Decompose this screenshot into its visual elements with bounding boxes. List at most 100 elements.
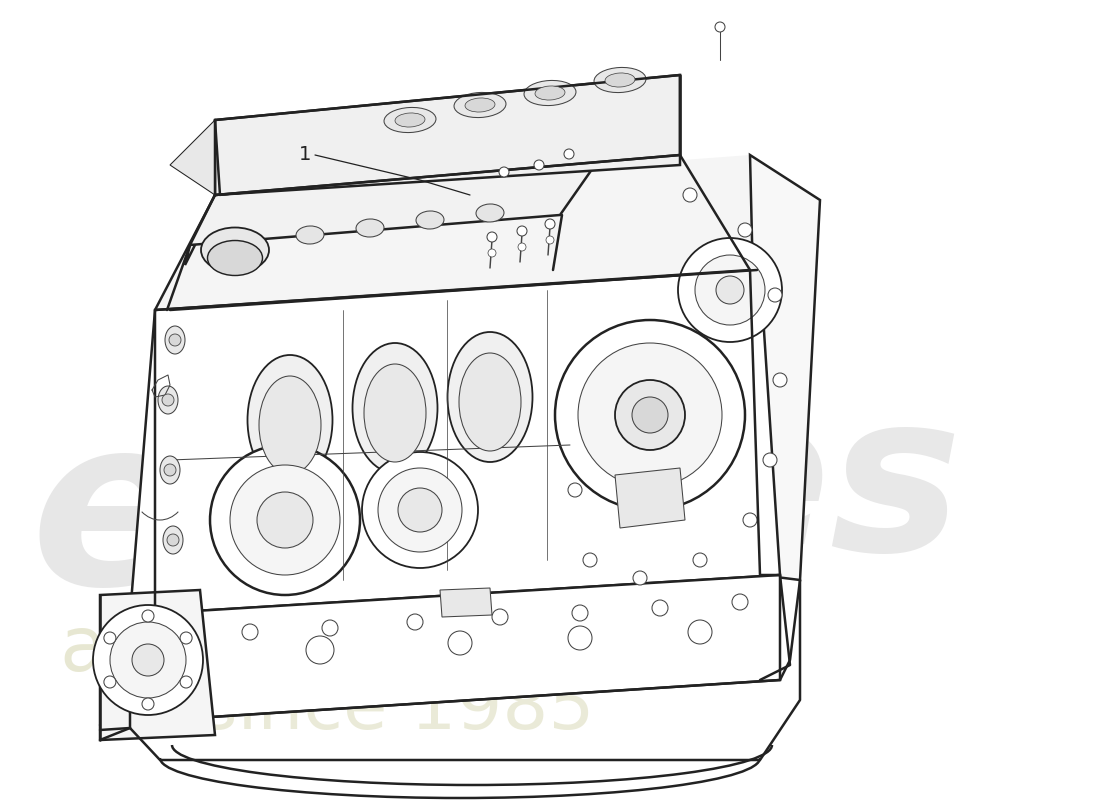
Ellipse shape xyxy=(535,86,565,100)
Circle shape xyxy=(103,632,116,644)
Circle shape xyxy=(499,167,509,177)
Text: es: es xyxy=(680,383,962,597)
Circle shape xyxy=(142,698,154,710)
Polygon shape xyxy=(185,195,214,265)
Circle shape xyxy=(518,243,526,251)
Circle shape xyxy=(632,571,647,585)
Polygon shape xyxy=(130,575,780,720)
Circle shape xyxy=(738,223,752,237)
Ellipse shape xyxy=(476,204,504,222)
Circle shape xyxy=(683,188,697,202)
Circle shape xyxy=(732,594,748,610)
Circle shape xyxy=(578,343,722,487)
Circle shape xyxy=(773,373,786,387)
Ellipse shape xyxy=(356,219,384,237)
Circle shape xyxy=(492,609,508,625)
Circle shape xyxy=(162,394,174,406)
Circle shape xyxy=(564,149,574,159)
Polygon shape xyxy=(155,155,820,310)
Circle shape xyxy=(572,605,588,621)
Ellipse shape xyxy=(165,326,185,354)
Ellipse shape xyxy=(248,355,332,485)
Circle shape xyxy=(488,249,496,257)
Ellipse shape xyxy=(384,107,436,133)
Circle shape xyxy=(322,620,338,636)
Text: since 1985: since 1985 xyxy=(200,675,594,745)
Ellipse shape xyxy=(364,364,426,462)
Circle shape xyxy=(94,605,204,715)
Circle shape xyxy=(615,380,685,450)
Circle shape xyxy=(210,445,360,595)
Circle shape xyxy=(544,219,556,229)
Ellipse shape xyxy=(201,227,270,273)
Polygon shape xyxy=(214,75,680,195)
Circle shape xyxy=(695,255,764,325)
Circle shape xyxy=(652,600,668,616)
Ellipse shape xyxy=(459,353,521,451)
Circle shape xyxy=(546,236,554,244)
Circle shape xyxy=(742,513,757,527)
Circle shape xyxy=(230,465,340,575)
Circle shape xyxy=(568,483,582,497)
Circle shape xyxy=(688,620,712,644)
Circle shape xyxy=(132,644,164,676)
Circle shape xyxy=(169,334,182,346)
Text: eur: eur xyxy=(30,406,475,634)
Text: arts source: arts source xyxy=(200,613,626,687)
Ellipse shape xyxy=(163,526,183,554)
Circle shape xyxy=(678,238,782,342)
Circle shape xyxy=(378,468,462,552)
Circle shape xyxy=(768,288,782,302)
Circle shape xyxy=(448,631,472,655)
Polygon shape xyxy=(190,165,595,245)
Circle shape xyxy=(306,636,334,664)
Ellipse shape xyxy=(524,81,576,106)
Circle shape xyxy=(164,464,176,476)
Text: op: op xyxy=(340,406,671,634)
Ellipse shape xyxy=(258,376,321,474)
Circle shape xyxy=(715,22,725,32)
Ellipse shape xyxy=(454,93,506,118)
Circle shape xyxy=(362,452,478,568)
Text: 1: 1 xyxy=(299,146,311,165)
Circle shape xyxy=(534,160,544,170)
Circle shape xyxy=(568,626,592,650)
Ellipse shape xyxy=(448,332,532,462)
Polygon shape xyxy=(440,588,492,617)
Circle shape xyxy=(167,630,183,646)
Polygon shape xyxy=(615,468,685,528)
Ellipse shape xyxy=(594,67,646,93)
Circle shape xyxy=(583,553,597,567)
Circle shape xyxy=(398,488,442,532)
Circle shape xyxy=(763,453,777,467)
Circle shape xyxy=(242,624,258,640)
Ellipse shape xyxy=(605,73,635,87)
Circle shape xyxy=(556,320,745,510)
Ellipse shape xyxy=(465,98,495,112)
Ellipse shape xyxy=(296,226,324,244)
Polygon shape xyxy=(130,270,780,615)
Circle shape xyxy=(142,610,154,622)
Circle shape xyxy=(180,632,192,644)
Circle shape xyxy=(693,553,707,567)
Circle shape xyxy=(180,676,192,688)
Polygon shape xyxy=(170,120,214,195)
Polygon shape xyxy=(100,590,214,740)
Circle shape xyxy=(257,492,314,548)
Circle shape xyxy=(632,397,668,433)
Circle shape xyxy=(103,676,116,688)
Ellipse shape xyxy=(395,113,425,127)
Polygon shape xyxy=(750,155,820,580)
Ellipse shape xyxy=(352,343,438,473)
Ellipse shape xyxy=(416,211,444,229)
Circle shape xyxy=(716,276,744,304)
Ellipse shape xyxy=(160,456,180,484)
Circle shape xyxy=(110,622,186,698)
Circle shape xyxy=(517,226,527,236)
Circle shape xyxy=(487,232,497,242)
Circle shape xyxy=(407,614,424,630)
Ellipse shape xyxy=(158,386,178,414)
Circle shape xyxy=(167,534,179,546)
Text: a p: a p xyxy=(60,613,179,687)
Ellipse shape xyxy=(208,241,263,275)
